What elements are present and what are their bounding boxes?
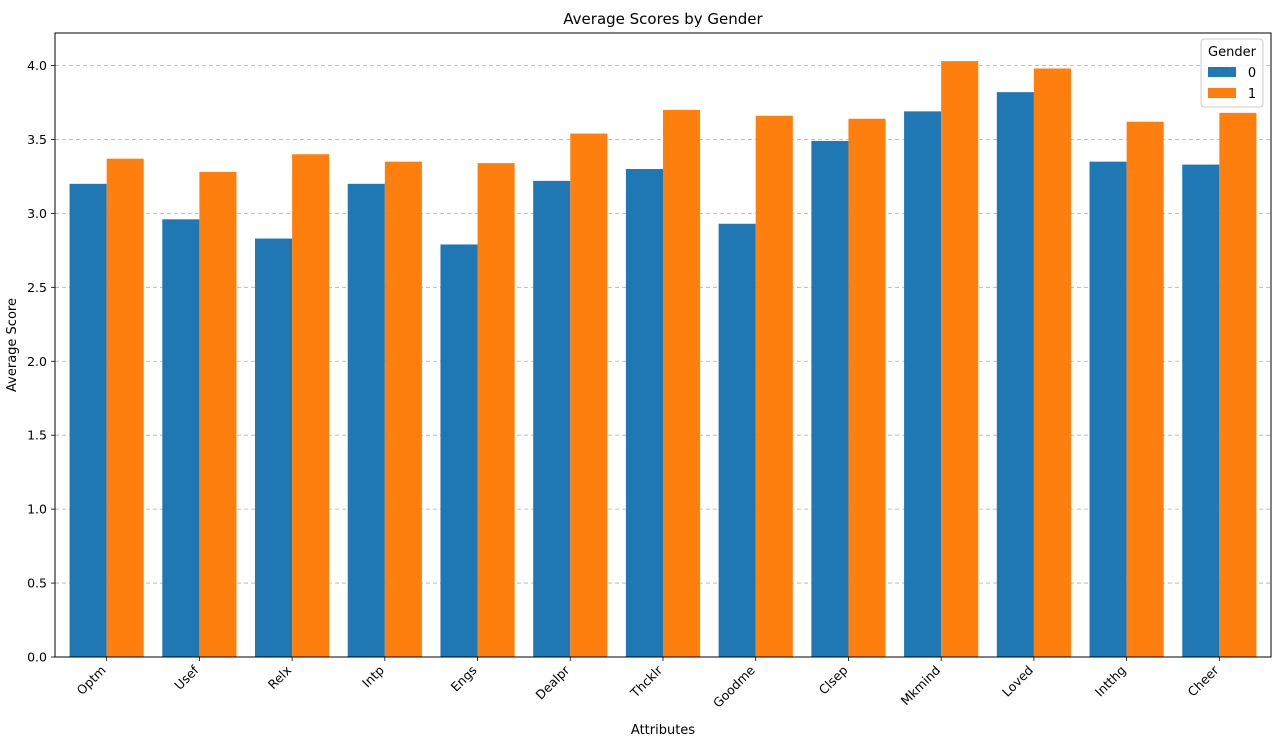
- x-tick-label: Usef: [171, 662, 202, 693]
- bar-loved-gender-0: [996, 92, 1034, 658]
- y-tick-label: 1.5: [27, 428, 47, 443]
- x-axis-label: Attributes: [631, 723, 695, 738]
- legend-swatch-gender-0: [1208, 67, 1236, 77]
- bar-intthg-gender-0: [1089, 161, 1127, 658]
- bar-engs-gender-1: [477, 163, 515, 657]
- bar-optm-gender-1: [106, 158, 144, 658]
- bar-mkmind-gender-1: [941, 61, 979, 657]
- x-tick-label: Thcklr: [627, 662, 666, 701]
- bar-cheer-gender-1: [1219, 112, 1257, 658]
- bar-mkmind-gender-0: [904, 111, 942, 657]
- bar-intp-gender-0: [347, 183, 385, 657]
- bar-usef-gender-1: [199, 171, 237, 658]
- y-tick-label: 3.0: [27, 206, 47, 221]
- x-tick-label: Cheer: [1185, 662, 1222, 699]
- bar-relx-gender-1: [292, 154, 330, 657]
- legend-label-gender-1: 1: [1248, 87, 1256, 102]
- bar-intp-gender-1: [384, 161, 422, 658]
- legend-label-gender-0: 0: [1248, 66, 1256, 81]
- legend-title: Gender: [1208, 45, 1257, 60]
- y-tick-label: 2.0: [27, 354, 47, 369]
- x-tick-label: Loved: [999, 663, 1036, 700]
- y-tick-label: 3.5: [27, 132, 47, 147]
- x-tick-label: Mkmind: [898, 663, 944, 709]
- x-tick-label: Goodme: [710, 662, 758, 710]
- legend-swatch-gender-1: [1208, 88, 1236, 98]
- bar-loved-gender-1: [1033, 68, 1071, 657]
- x-tick-label: Clsep: [816, 662, 851, 697]
- bars: [69, 61, 1257, 658]
- x-tick-label: Dealpr: [532, 662, 573, 703]
- y-axis-label: Average Score: [5, 298, 20, 392]
- x-tick-label: Optm: [74, 663, 109, 698]
- x-axis: Optm Usef Relx Intp Engs Dealpr Thcklr Goodme Cl…: [74, 657, 1222, 710]
- y-axis: 0.0 0.5 1.0 1.5 2.0 2.5 3.0 3.5 4.0: [27, 58, 55, 665]
- bar-clsep-gender-0: [811, 140, 849, 658]
- x-tick-label: Relx: [265, 663, 294, 692]
- y-tick-label: 0.5: [27, 576, 47, 591]
- chart-title: Average Scores by Gender: [563, 10, 763, 28]
- y-tick-label: 4.0: [27, 58, 47, 73]
- bar-relx-gender-0: [255, 238, 293, 658]
- bar-optm-gender-0: [69, 183, 107, 657]
- bar-dealpr-gender-0: [533, 180, 571, 657]
- bar-clsep-gender-1: [848, 118, 886, 657]
- bar-thcklr-gender-0: [625, 169, 663, 658]
- bar-cheer-gender-0: [1182, 164, 1220, 657]
- x-tick-label: Intp: [359, 662, 387, 690]
- y-tick-label: 2.5: [27, 280, 47, 295]
- x-tick-label: Intthg: [1092, 663, 1129, 700]
- y-tick-label: 0.0: [27, 650, 47, 665]
- x-tick-label: Engs: [448, 663, 480, 695]
- y-tick-label: 1.0: [27, 502, 47, 517]
- legend: Gender 0 1: [1200, 38, 1264, 108]
- bar-goodme-gender-1: [755, 115, 793, 658]
- bar-engs-gender-0: [440, 244, 478, 657]
- bar-usef-gender-0: [162, 219, 200, 657]
- bar-intthg-gender-1: [1126, 121, 1164, 657]
- bar-goodme-gender-0: [718, 223, 756, 657]
- bar-dealpr-gender-1: [570, 133, 608, 658]
- bar-thcklr-gender-1: [663, 109, 701, 658]
